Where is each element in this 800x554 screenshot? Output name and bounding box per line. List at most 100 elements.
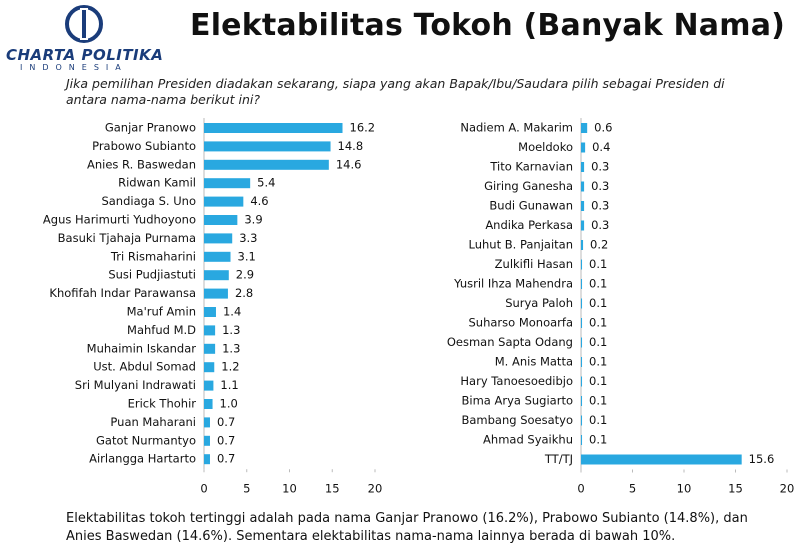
question: Jika pemilihan Presiden diadakan sekaran… [66, 76, 725, 107]
category-label: Sandiaga S. Uno [101, 194, 196, 208]
category-label: Bima Arya Sugiarto [462, 394, 574, 408]
footer-note: Elektabilitas tokoh tertinggi adalah pad… [66, 511, 748, 544]
value-label: 0.7 [217, 452, 235, 466]
value-label: 0.3 [591, 179, 609, 193]
bar [581, 435, 583, 445]
value-label: 1.2 [221, 360, 239, 374]
bar [581, 162, 585, 172]
x-tick-label: 10 [677, 482, 692, 496]
category-label: Sri Mulyani Indrawati [75, 378, 196, 392]
bar [204, 417, 210, 428]
category-label: Susi Pudjiastuti [108, 268, 196, 282]
bar [581, 454, 742, 465]
category-label: Zulkifli Hasan [495, 257, 573, 271]
x-tick-label: 20 [368, 482, 383, 496]
logo-icon [65, 5, 103, 43]
category-label: Moeldoko [518, 140, 573, 154]
bar [204, 123, 343, 133]
bar [581, 318, 583, 328]
value-label: 0.2 [590, 238, 608, 252]
category-label: Budi Gunawan [489, 199, 573, 213]
x-tick-label: 0 [200, 482, 207, 496]
bar [581, 396, 583, 406]
value-label: 14.8 [338, 139, 364, 153]
category-label: Ridwan Kamil [118, 176, 196, 190]
logo-tagline: INDONESIA [20, 63, 128, 72]
value-label: 0.1 [589, 433, 607, 447]
category-label: Ust. Abdul Somad [93, 360, 196, 374]
x-tick-label: 15 [728, 482, 743, 496]
x-tick-label: 5 [243, 482, 250, 496]
value-label: 4.6 [250, 194, 268, 208]
bar [204, 325, 216, 336]
value-label: 0.1 [589, 257, 607, 271]
category-label: Nadiem A. Makarim [460, 121, 573, 135]
value-label: 14.6 [336, 157, 362, 171]
bar [581, 259, 583, 270]
bar [581, 220, 585, 231]
category-label: Agus Harimurti Yudhoyono [43, 213, 196, 227]
bar [204, 178, 251, 189]
value-label: 2.9 [236, 268, 254, 282]
category-label: Tito Karnavian [489, 160, 573, 174]
category-label: Muhaimin Iskandar [87, 341, 197, 355]
logo-name: CHARTA POLITIKA [6, 46, 164, 64]
category-label: Tri Rismaharini [110, 249, 196, 263]
bar [204, 141, 331, 152]
category-label: Khofifah Indar Parawansa [49, 286, 196, 300]
value-label: 0.3 [591, 218, 609, 232]
bar [581, 357, 583, 367]
bar [581, 181, 585, 192]
category-label: Ahmad Syaikhu [483, 433, 573, 447]
bar [581, 376, 583, 387]
category-label: Yusril Ihza Mahendra [453, 277, 573, 291]
bar [204, 233, 233, 244]
category-label: Airlangga Hartarto [89, 452, 196, 466]
bar [581, 240, 584, 250]
bar [581, 123, 588, 133]
value-label: 0.1 [589, 413, 607, 427]
value-label: 1.0 [220, 397, 238, 411]
bar [204, 380, 214, 391]
value-label: 0.1 [589, 316, 607, 330]
category-label: Erick Thohir [128, 397, 197, 411]
value-label: 0.1 [589, 374, 607, 388]
category-label: Mahfud M.D [127, 323, 196, 337]
category-label: Andika Perkasa [485, 218, 573, 232]
value-label: 0.7 [217, 415, 235, 429]
value-label: 15.6 [749, 452, 775, 466]
bar [581, 298, 583, 309]
value-label: 0.6 [594, 121, 612, 135]
category-label: Luhut B. Panjaitan [469, 238, 573, 252]
bar [204, 251, 231, 262]
category-label: Puan Maharani [110, 415, 196, 429]
bar [204, 196, 244, 207]
category-label: Suharso Monoarfa [469, 316, 574, 330]
bar [204, 343, 216, 354]
value-label: 0.7 [217, 433, 235, 447]
bar [204, 307, 216, 317]
bar [204, 159, 329, 170]
value-label: 0.1 [589, 355, 607, 369]
x-tick-label: 15 [325, 482, 340, 496]
bar [581, 142, 586, 153]
value-label: 5.4 [257, 176, 275, 190]
bar [204, 362, 215, 373]
value-label: 3.3 [239, 231, 257, 245]
category-label: M. Anis Matta [495, 355, 573, 369]
bar [204, 215, 238, 225]
x-tick-label: 20 [780, 482, 795, 496]
value-label: 0.3 [591, 160, 609, 174]
category-label: TT/TJ [544, 452, 573, 466]
value-label: 1.4 [223, 305, 241, 319]
bar [204, 270, 229, 281]
value-label: 0.3 [591, 199, 609, 213]
bar [581, 415, 583, 426]
bar [581, 201, 585, 211]
x-tick-label: 10 [282, 482, 297, 496]
category-label: Surya Paloh [505, 296, 573, 310]
category-label: Oesman Sapta Odang [447, 335, 573, 349]
value-label: 16.2 [350, 121, 376, 135]
value-label: 2.8 [235, 286, 253, 300]
bar [204, 454, 210, 465]
